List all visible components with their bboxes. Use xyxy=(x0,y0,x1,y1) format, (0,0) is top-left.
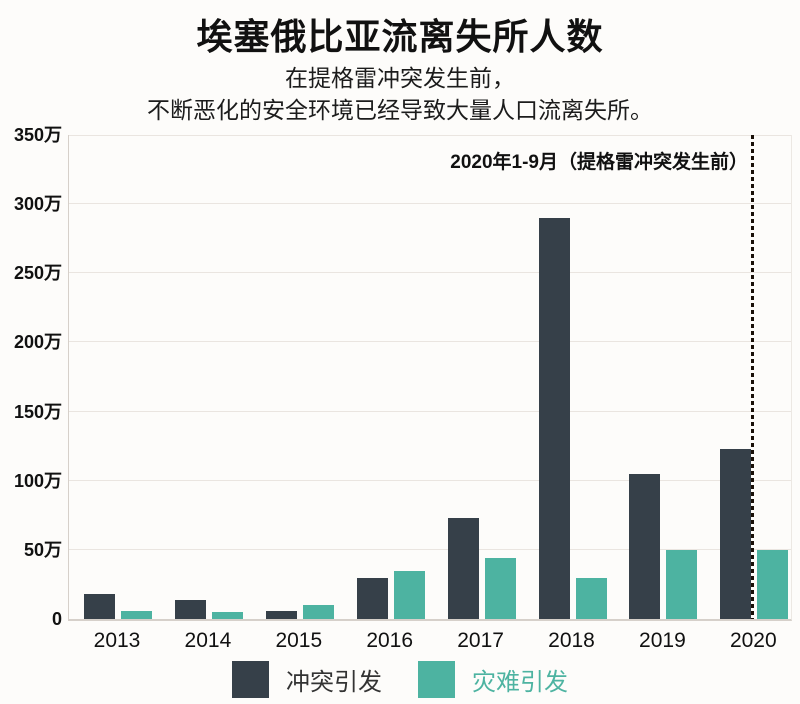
legend-swatch-conflict xyxy=(232,661,269,698)
y-tick-label-350: 350万 xyxy=(13,125,62,145)
x-tick-label-2015: 2015 xyxy=(275,629,323,652)
chart-subtitle-line1: 在提格雷冲突发生前， xyxy=(285,65,515,91)
bar-conflict-2017 xyxy=(447,518,479,619)
bar-conflict-2014 xyxy=(174,599,206,619)
y-tick-label-200: 200万 xyxy=(13,332,62,353)
bar-disaster-2015 xyxy=(302,605,334,619)
legend-item-conflict: 冲突引发 xyxy=(232,661,382,698)
y-tick-label-150: 150万 xyxy=(13,401,62,422)
bar-conflict-2016 xyxy=(356,577,388,619)
x-tick-label-2019: 2019 xyxy=(639,629,686,652)
bar-conflict-2019 xyxy=(629,473,661,619)
x-tick-label-2016: 2016 xyxy=(366,629,414,652)
tigray-cutoff-dotted-line xyxy=(751,135,754,619)
bar-disaster-2017 xyxy=(484,558,516,619)
bar-conflict-2020 xyxy=(720,448,752,619)
bar-conflict-2015 xyxy=(265,610,297,619)
top-gridline xyxy=(69,135,791,136)
bar-disaster-2018 xyxy=(575,577,607,619)
legend-item-disaster: 灾难引发 xyxy=(418,661,568,698)
bar-disaster-2020 xyxy=(757,549,789,619)
gridline-200 xyxy=(69,341,791,343)
gridline-250 xyxy=(69,272,791,274)
y-tick-label-250: 250万 xyxy=(13,263,62,284)
legend-swatch-disaster xyxy=(418,661,455,698)
bar-disaster-2019 xyxy=(666,549,698,619)
legend-label-conflict: 冲突引发 xyxy=(286,669,382,696)
gridline-100 xyxy=(69,479,791,481)
bar-disaster-2014 xyxy=(211,612,243,619)
bar-disaster-2013 xyxy=(121,610,152,619)
legend-label-disaster: 灾难引发 xyxy=(472,669,568,696)
bar-conflict-2018 xyxy=(538,217,570,619)
gridline-50 xyxy=(69,548,791,550)
cutoff-annotation: 2020年1-9月（提格雷冲突发生前） xyxy=(450,152,748,173)
y-tick-label-50: 50万 xyxy=(23,539,62,560)
y-tick-label-100: 100万 xyxy=(13,470,62,491)
legend: 冲突引发 灾难引发 xyxy=(0,661,800,698)
x-tick-label-2013: 2013 xyxy=(93,629,141,652)
x-tick-label-2020: 2020 xyxy=(729,629,777,652)
y-tick-label-300: 300万 xyxy=(13,194,62,215)
bar-disaster-2016 xyxy=(393,570,425,619)
bar-conflict-2013 xyxy=(84,594,115,619)
gridline-300 xyxy=(69,203,791,205)
x-tick-label-2017: 2017 xyxy=(457,629,504,652)
chart-title: 埃塞俄比亚流离失所人数 xyxy=(196,16,604,57)
y-tick-label-0: 0 xyxy=(51,609,62,629)
gridline-150 xyxy=(69,410,791,412)
plot-area xyxy=(68,135,792,621)
x-tick-label-2018: 2018 xyxy=(548,629,595,652)
x-tick-label-2014: 2014 xyxy=(184,629,232,652)
chart-subtitle-line2: 不断恶化的安全环境已经导致大量人口流离失所。 xyxy=(147,97,653,123)
